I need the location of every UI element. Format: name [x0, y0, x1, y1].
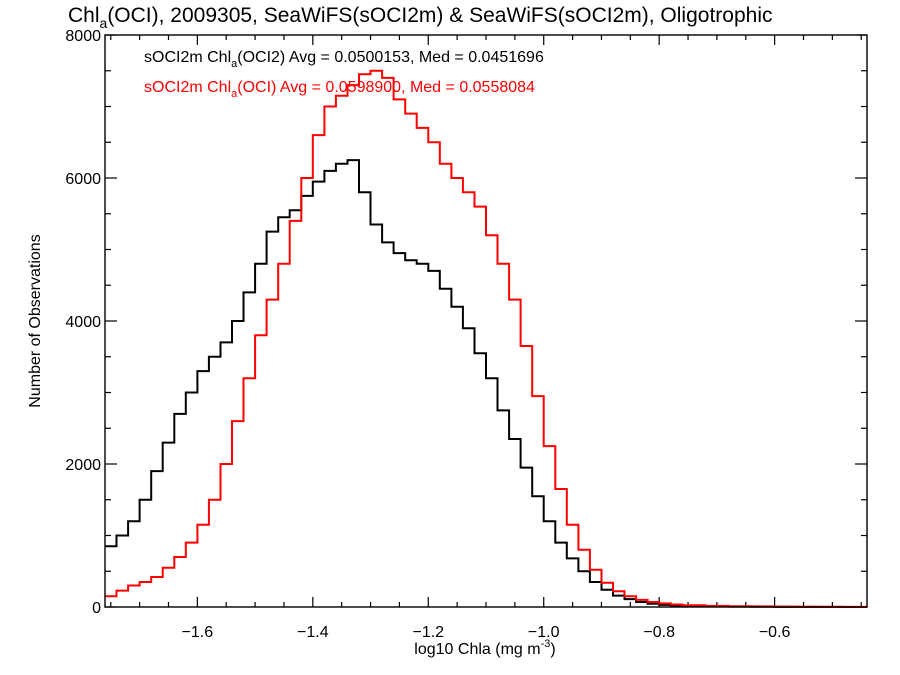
- x-tick-label: −0.6: [759, 624, 791, 641]
- title-prefix: Chl: [68, 4, 100, 27]
- x-tick-label: −0.8: [643, 624, 675, 641]
- title-subscript: a: [100, 15, 108, 31]
- x-axis-label-superscript: -3: [541, 638, 551, 650]
- y-tick-label: 8000: [65, 28, 101, 45]
- series-layer: [105, 69, 868, 608]
- x-tick-label: −1.2: [412, 624, 444, 641]
- chart-title: Chla(OCI), 2009305, SeaWiFS(sOCI2m) & Se…: [68, 4, 772, 31]
- series-line-red: [105, 69, 868, 608]
- axis-ticks: −1.6 −1.4 −1.2 −1.0 −0.8 −0.6 0 2000 4000 6000 800…: [65, 28, 867, 641]
- legend-red-p1: sOCI2m Chl: [144, 79, 231, 96]
- legend-black-sub: a: [231, 58, 238, 70]
- x-axis-label-close: ): [550, 641, 555, 658]
- x-tick-label: −1.4: [297, 624, 329, 641]
- title-rest: (OCI), 2009305, SeaWiFS(sOCI2m) & SeaWiF…: [107, 4, 772, 27]
- x-tick-label: −1.0: [528, 624, 560, 641]
- y-tick-label: 0: [92, 600, 101, 617]
- legend-red-p2: (OCI) Avg = 0.0598900, Med = 0.0558084: [237, 79, 535, 96]
- y-tick-label: 4000: [65, 314, 101, 331]
- plot-frame: [104, 34, 868, 608]
- legend-entry-black: sOCI2m Chla(OCI2) Avg = 0.0500153, Med =…: [144, 49, 544, 70]
- legend-red-sub: a: [231, 88, 238, 100]
- y-tick-label: 2000: [65, 457, 101, 474]
- series-line-black: [105, 159, 867, 608]
- x-axis-label-text: log10 Chla (mg m: [414, 641, 540, 658]
- legend-black-p2: (OCI2) Avg = 0.0500153, Med = 0.0451696: [237, 49, 544, 66]
- y-tick-label: 6000: [65, 171, 101, 188]
- legend-entry-red: sOCI2m Chla(OCI) Avg = 0.0598900, Med = …: [144, 79, 535, 100]
- legend-black-p1: sOCI2m Chl: [144, 49, 231, 66]
- x-axis-label: log10 Chla (mg m-3): [414, 638, 555, 658]
- x-tick-label: −1.6: [182, 624, 214, 641]
- y-axis-label: Number of Observations: [27, 234, 44, 407]
